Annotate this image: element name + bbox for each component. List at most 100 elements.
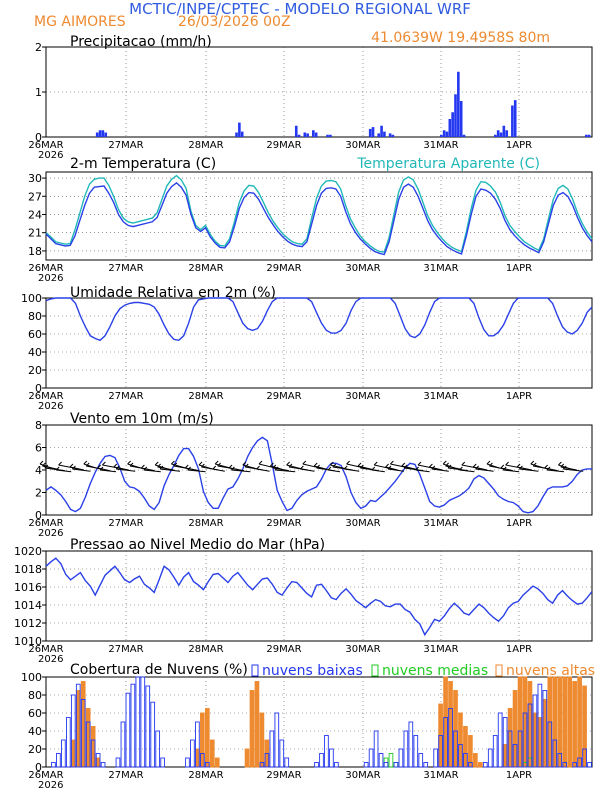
wind-arrow <box>231 469 251 473</box>
cloud-bar-nuvens-baixas <box>329 748 334 768</box>
wind-xtick-label: 28MAR <box>188 518 223 529</box>
temp-xtick-label: 26MAR <box>28 263 63 274</box>
precip-bar <box>511 105 514 137</box>
wind-arrow <box>500 467 513 472</box>
cloud-bar-nuvens-baixas <box>274 712 280 768</box>
cloud-bar-nuvens-baixas <box>51 762 56 768</box>
cloud-bar-nuvens-altas <box>254 681 260 768</box>
rh-ytick-label: 100 <box>21 292 42 305</box>
cloud-bar-nuvens-altas <box>453 690 458 768</box>
cloud-bar-nuvens-altas <box>473 753 478 768</box>
temp-xtick-label: 31MAR <box>423 263 458 274</box>
header-title: MCTIC/INPE/CPTEC - MODELO REGIONAL WRF <box>129 0 471 18</box>
wind-title: Vento em 10m (m/s) <box>70 411 214 427</box>
wind-arrow <box>344 468 360 472</box>
wind-barb <box>316 464 320 469</box>
pressure-xtick-label: 30MAR <box>345 644 380 655</box>
cloud-bar-nuvens-altas <box>443 676 448 768</box>
precip-bar <box>388 133 392 137</box>
wind-arrow <box>228 467 245 472</box>
wind-arrow <box>143 469 161 473</box>
cloud-bar-nuvens-baixas <box>66 717 71 768</box>
wind-barb <box>39 460 44 465</box>
wind-barb <box>357 462 362 467</box>
header-run-date: 26/03/2026 00Z <box>178 14 291 30</box>
precip-bar <box>585 134 588 137</box>
wind-arrow <box>212 468 225 472</box>
cloud-bar-nuvens-baixas <box>517 730 523 768</box>
wind-barb <box>332 463 337 468</box>
precip-bar <box>240 131 244 137</box>
temp-frame <box>45 171 593 261</box>
wind-arrow <box>42 465 59 470</box>
cloud-bar-nuvens-altas <box>562 676 568 768</box>
wind-arrow <box>256 468 270 472</box>
wind-arrow <box>516 466 533 471</box>
cloud-bar-nuvens-baixas <box>542 690 548 768</box>
cloud-bar-nuvens-baixas <box>413 735 419 768</box>
temp-ytick-label: 21 <box>28 227 42 240</box>
cloud-bar-nuvens-altas <box>204 708 210 768</box>
rh-year-label: 2026 <box>38 401 63 412</box>
wind-barb <box>442 460 447 465</box>
cloud-bar-nuvens-altas <box>567 676 572 768</box>
precip-bar <box>329 134 332 137</box>
wind-barb <box>212 465 217 470</box>
precip-bar <box>391 134 395 137</box>
wind-barb <box>270 462 274 467</box>
precip-bar <box>457 71 460 137</box>
pressure-ytick-label: 1020 <box>14 545 42 558</box>
cloud-bar-nuvens-baixas <box>195 721 200 768</box>
wind-barb <box>346 460 350 465</box>
wind-barb <box>516 463 521 468</box>
cloud-bar-nuvens-baixas <box>408 721 414 768</box>
precip-bar <box>442 130 446 137</box>
wind-barb <box>99 466 104 471</box>
pressure-xtick-label: 1APR <box>506 644 532 655</box>
cloud-bar-nuvens-baixas <box>140 676 146 768</box>
wind-arrow <box>327 469 341 473</box>
cloud-bar-nuvens-altas <box>522 676 528 768</box>
cloud-bar-nuvens-baixas <box>463 753 468 768</box>
rh-xtick-label: 1APR <box>506 391 532 402</box>
clouds-ytick-label: 40 <box>28 725 42 738</box>
wind-barb <box>157 463 161 468</box>
temp-line-2-m-Temperatura <box>45 181 593 256</box>
wind-barb <box>143 466 148 471</box>
cloud-bar-nuvens-altas <box>517 676 523 768</box>
wind-arrow <box>563 468 584 472</box>
temp-line-Temperatura-Aparente <box>45 174 593 253</box>
wind-barb <box>83 460 88 465</box>
cloud-bar-nuvens-baixas <box>115 757 121 768</box>
cloud-bar-nuvens-baixas <box>100 762 106 768</box>
precip-title: Precipitacao (mm/h) <box>70 34 212 50</box>
cloud-bar-nuvens-altas <box>214 757 220 768</box>
pressure-ytick-label: 1018 <box>14 563 42 576</box>
temp-title: 2-m Temperatura (C) <box>70 156 216 172</box>
precip-bar <box>312 130 315 137</box>
cloud-bar-nuvens-baixas <box>487 748 493 768</box>
wind-arrow <box>459 469 475 473</box>
cloud-bar-nuvens-baixas <box>61 739 66 768</box>
wind-barb <box>44 464 49 469</box>
cloud-bar-nuvens-baixas <box>155 730 161 768</box>
wind-panel: 0 2 4 6 8 26MAR 27MAR 28MAR 29MAR 30MAR 31MAR 1APR 2… <box>28 411 593 539</box>
pressure-xtick-label: 26MAR <box>28 644 63 655</box>
cloud-bar-nuvens-altas <box>80 681 86 768</box>
clouds-ytick-label: 60 <box>28 707 42 720</box>
rh-xtick-label: 26MAR <box>28 391 63 402</box>
wind-barb <box>390 460 394 465</box>
wind-barb <box>58 461 62 466</box>
wind-barb <box>532 462 537 467</box>
precip-bar <box>371 127 375 137</box>
cloud-bar-nuvens-baixas <box>204 762 210 768</box>
pressure-xtick-label: 31MAR <box>423 644 458 655</box>
cloud-bar-nuvens-altas <box>582 685 587 768</box>
pressure-frame <box>45 550 593 642</box>
wind-barb <box>330 461 334 466</box>
wind-arrow <box>371 469 385 473</box>
cloud-bar-nuvens-altas <box>209 739 215 768</box>
wind-xtick-label: 27MAR <box>108 518 143 529</box>
cloud-bar-nuvens-baixas <box>532 694 538 768</box>
cloud-bar-nuvens-baixas <box>80 699 86 768</box>
